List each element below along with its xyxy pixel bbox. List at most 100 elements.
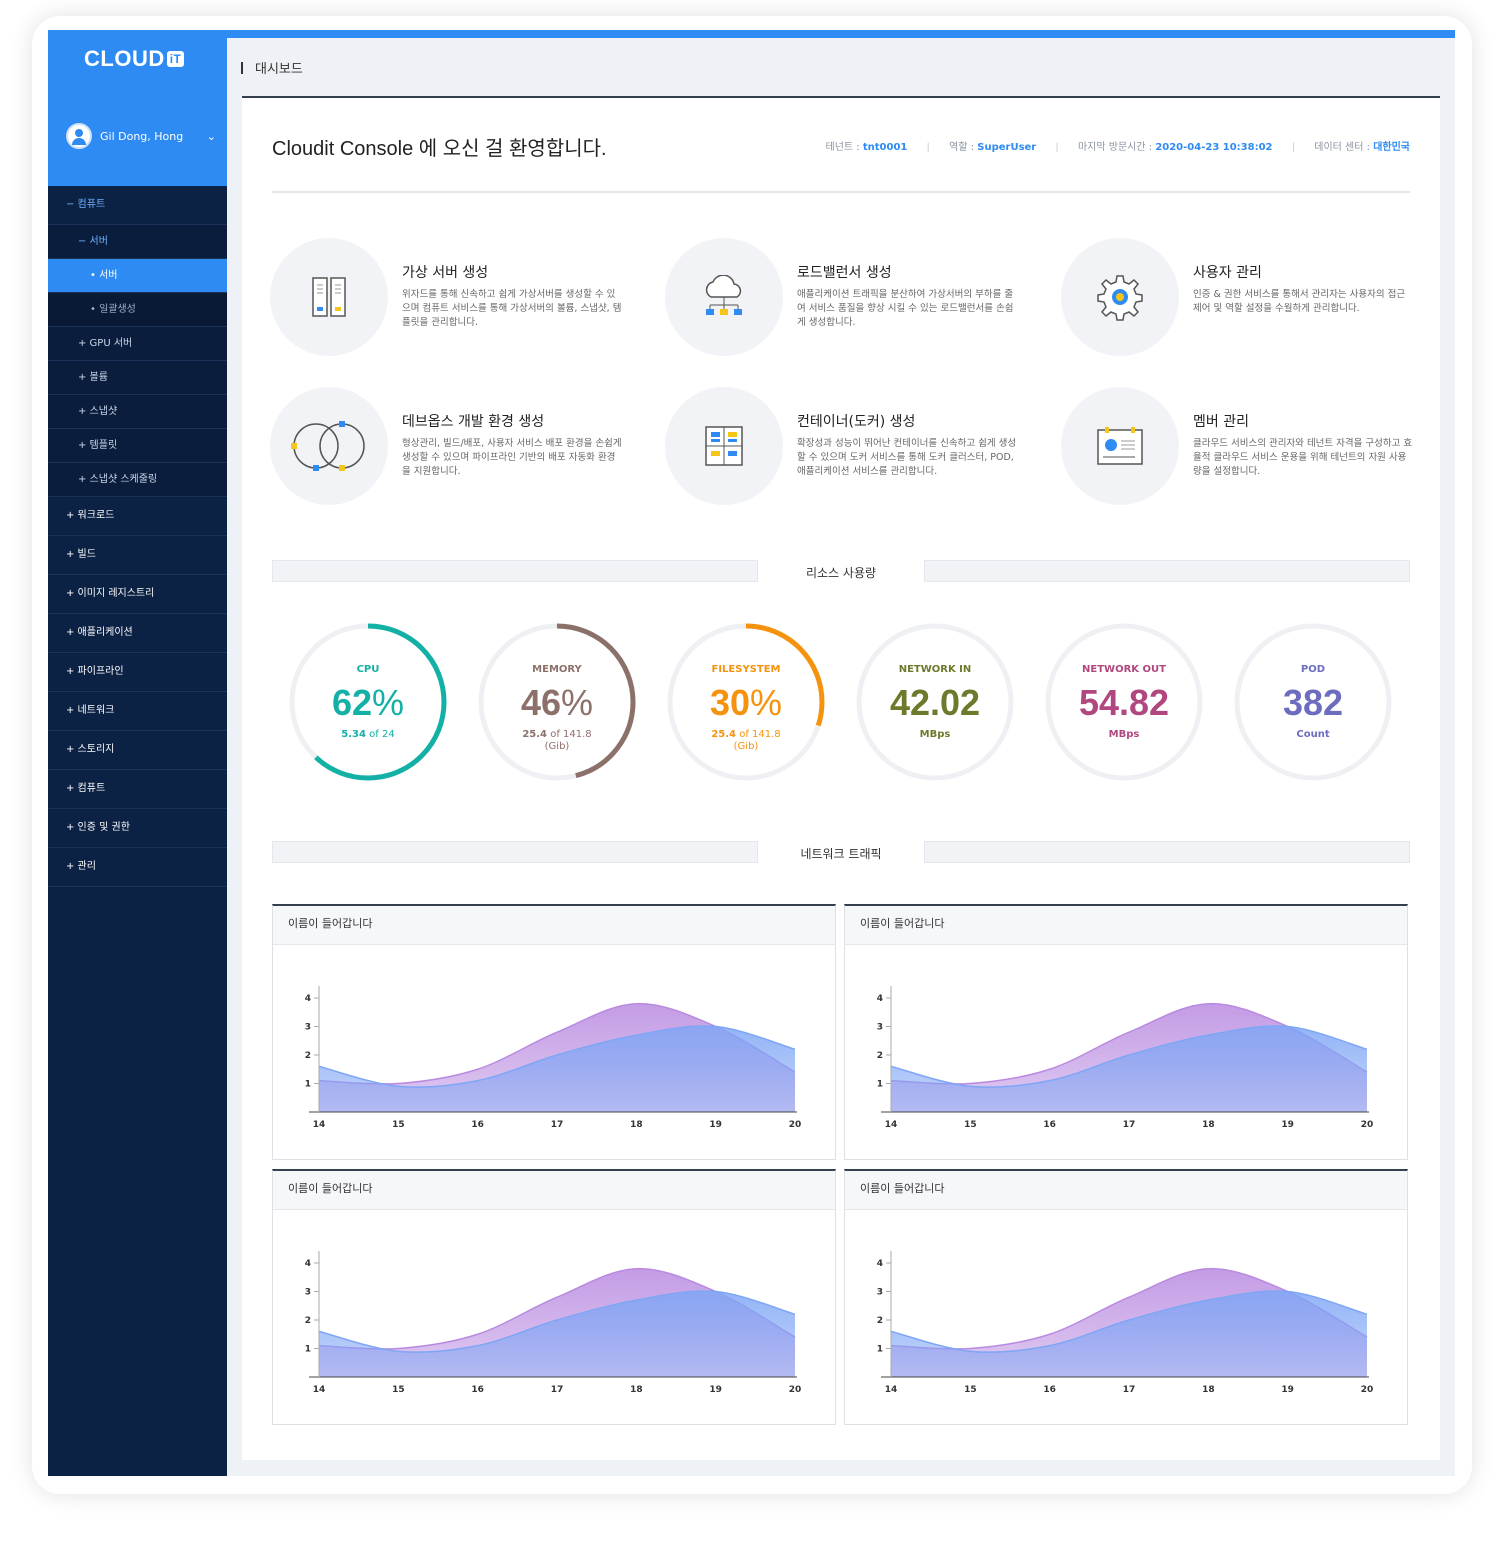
- traffic-section-header: 네트워크 트래픽: [272, 841, 1410, 863]
- quick-action-card[interactable]: 가상 서버 생성 위자드를 통해 신속하고 쉽게 가상서버를 생성할 수 있으며 …: [270, 238, 640, 358]
- divider: |: [926, 142, 930, 153]
- gauge-subtext: 25.4 of 141.8 (Gib): [477, 729, 637, 753]
- sidebar-header: CLOUD iT Gil Dong, Hong ⌄: [48, 30, 227, 186]
- tenant-label: 테넌트 :: [825, 142, 860, 153]
- y-tick-label: 3: [305, 1288, 311, 1298]
- gauge-used: 5.34: [341, 729, 366, 740]
- y-tick-label: 3: [877, 1288, 883, 1298]
- sidebar-item[interactable]: + 컴퓨트: [48, 770, 227, 809]
- x-tick-label: 16: [471, 1120, 484, 1130]
- sidebar-item[interactable]: + 인증 및 권한: [48, 809, 227, 848]
- sidebar-item[interactable]: + 템플릿: [48, 429, 227, 463]
- y-tick-label: 1: [305, 1080, 311, 1090]
- app-window: CLOUD iT Gil Dong, Hong ⌄ − 컴퓨트 − 서버 • 서버 • …: [48, 30, 1455, 1476]
- x-tick-label: 17: [551, 1120, 564, 1130]
- y-tick-label: 1: [877, 1345, 883, 1355]
- gauge-used: Count: [1296, 729, 1330, 740]
- sidebar-item[interactable]: + 스냅샷: [48, 395, 227, 429]
- card-title: 컨테이너(도커) 생성: [797, 414, 916, 430]
- resource-section-header: 리소스 사용량: [272, 560, 1410, 582]
- x-tick-label: 15: [964, 1120, 977, 1130]
- sidebar-item[interactable]: + GPU 서버: [48, 327, 227, 361]
- sidebar-item[interactable]: + 스토리지: [48, 731, 227, 770]
- chevron-down-icon: ⌄: [206, 129, 216, 143]
- gauge-arc: [478, 623, 636, 781]
- logo[interactable]: CLOUD iT: [84, 46, 185, 72]
- x-tick-label: 18: [630, 1120, 643, 1130]
- y-tick-label: 2: [877, 1051, 883, 1061]
- section-title: 리소스 사용량: [805, 566, 877, 580]
- x-tick-label: 14: [313, 1385, 326, 1395]
- x-tick-label: 17: [1123, 1120, 1136, 1130]
- user-name: Gil Dong, Hong: [100, 129, 184, 143]
- section-bar: [272, 841, 758, 863]
- x-tick-label: 20: [1361, 1120, 1374, 1130]
- x-tick-label: 20: [789, 1120, 802, 1130]
- sidebar-item[interactable]: + 스냅샷 스케줄링: [48, 463, 227, 497]
- sidebar-item[interactable]: + 애플리케이션: [48, 614, 227, 653]
- x-tick-label: 19: [709, 1120, 722, 1130]
- gauge-track: [856, 623, 1014, 781]
- gauge-value: 42.02: [889, 682, 981, 723]
- sidebar-item[interactable]: + 네트워크: [48, 692, 227, 731]
- logo-badge: iT: [166, 51, 185, 67]
- traffic-chart: 이름이 들어갑니다 1 2 3 4 14 15 16 17 18 19 20: [272, 904, 836, 1160]
- quick-action-card[interactable]: 로드밸런서 생성 애플리케이션 트래픽을 분산하여 가상서버의 부하를 줄여 서비…: [665, 238, 1035, 358]
- quick-action-card[interactable]: 데브옵스 개발 환경 생성 형상관리, 빌드/배포, 사용자 서비스 배포 환경을…: [270, 387, 640, 507]
- gauge-subtext: 5.34 of 24: [288, 729, 448, 741]
- series-line-1: [890, 1025, 1368, 1088]
- sidebar-item[interactable]: + 볼륨: [48, 361, 227, 395]
- sidebar-item[interactable]: + 워크로드: [48, 497, 227, 536]
- sidebar-menu: − 컴퓨트 − 서버 • 서버 • 일괄생성 + GPU 서버 + 볼륨 + 스냅샷 + 템플…: [48, 186, 227, 887]
- gauge-track: [1045, 623, 1203, 781]
- sidebar-item[interactable]: • 서버: [48, 259, 227, 293]
- quick-action-card[interactable]: 멤버 관리 클라우드 서비스의 관리자와 테넌트 자격을 구성하고 효율적 클라우…: [1061, 387, 1431, 507]
- datacenter-value: 대한민국: [1373, 142, 1410, 153]
- page-title: Cloudit Console 에 오신 걸 환영합니다.: [272, 138, 607, 160]
- last-visit-label: 마지막 방문시간 :: [1077, 142, 1153, 153]
- x-tick-label: 15: [392, 1120, 405, 1130]
- session-meta: 테넌트 : tnt0001 | 역할 : SuperUser | 마지막 방문시…: [826, 138, 1411, 153]
- card-title: 멤버 관리: [1193, 414, 1249, 430]
- gauge-value-wrap: 54.82: [1044, 682, 1204, 724]
- cloud-network-icon: [665, 238, 783, 356]
- sidebar-item[interactable]: + 관리: [48, 848, 227, 887]
- y-tick-label: 3: [305, 1023, 311, 1033]
- x-tick-label: 18: [630, 1385, 643, 1395]
- quick-action-card[interactable]: 컨테이너(도커) 생성 확장성과 성능이 뛰어난 컨테이너를 신속하고 쉽게 생성…: [665, 387, 1035, 507]
- resource-gauge: POD 382 Count: [1233, 622, 1393, 782]
- last-visit-value: 2020-04-23 10:38:02: [1155, 142, 1273, 153]
- y-tick-label: 1: [305, 1345, 311, 1355]
- y-tick-label: 2: [305, 1051, 311, 1061]
- x-tick-label: 19: [1281, 1120, 1294, 1130]
- sidebar-item[interactable]: + 빌드: [48, 536, 227, 575]
- area-chart: 1 2 3 4 14 15 16 17 18 19 20: [877, 1251, 1373, 1395]
- gauge-label: NETWORK IN: [898, 664, 972, 675]
- section-bar: [924, 841, 1410, 863]
- x-tick-label: 16: [1043, 1385, 1056, 1395]
- area-chart: 1 2 3 4 14 15 16 17 18 19 20: [877, 986, 1374, 1130]
- series-area-1: [319, 1025, 795, 1112]
- user-menu[interactable]: Gil Dong, Hong ⌄: [66, 123, 216, 149]
- sidebar-item[interactable]: + 파이프라인: [48, 653, 227, 692]
- y-tick-label: 4: [877, 1259, 883, 1269]
- sidebar-item[interactable]: • 일괄생성: [48, 293, 227, 327]
- gauge-value-wrap: 382: [1233, 682, 1393, 724]
- member-card-icon: [1061, 387, 1179, 505]
- x-tick-label: 18: [1202, 1120, 1215, 1130]
- resource-gauge: FILESYSTEM 30% 25.4 of 141.8 (Gib): [666, 622, 826, 782]
- series-area-1: [891, 1025, 1367, 1112]
- chart-title: 이름이 들어갑니다: [845, 1171, 1407, 1210]
- sidebar-item[interactable]: + 이미지 레지스트리: [48, 575, 227, 614]
- gauge-unit-note: (Gib): [544, 741, 570, 752]
- section-title: 네트워크 트래픽: [800, 847, 882, 861]
- role-value: SuperUser: [977, 142, 1037, 153]
- main-content: 대시보드 Cloudit Console 에 오신 걸 환영합니다. 테넌트 :…: [227, 38, 1455, 1476]
- quick-action-card[interactable]: 사용자 관리 인증 & 권한 서비스를 통해서 관리자는 사용자의 접근 제어 및…: [1061, 238, 1431, 358]
- series-line-1: [318, 1290, 796, 1353]
- y-tick-label: 1: [877, 1080, 883, 1090]
- gauge-ring: [289, 623, 447, 781]
- card-description: 위자드를 통해 신속하고 쉽게 가상서버를 생성할 수 있으며 컴퓨트 서비스를…: [402, 289, 622, 328]
- sidebar-item[interactable]: − 컴퓨트: [48, 186, 227, 225]
- sidebar-item[interactable]: − 서버: [48, 225, 227, 259]
